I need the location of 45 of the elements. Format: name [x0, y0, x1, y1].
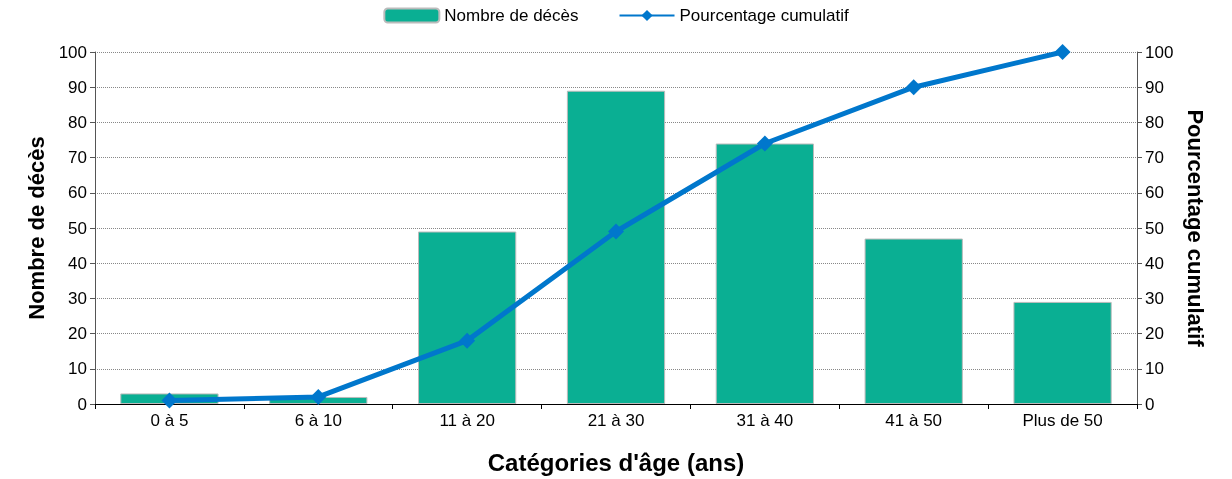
- point: [1054, 44, 1071, 60]
- y2-tick-label: 60: [1145, 183, 1164, 203]
- y2-tick-label: 10: [1145, 359, 1164, 379]
- x-axis-title: Catégories d'âge (ans): [487, 448, 745, 476]
- y-tick-label: 30: [68, 288, 87, 308]
- x-tick-label: 11 à 20: [439, 411, 495, 430]
- legend-label: Pourcentage cumulatif: [679, 6, 849, 25]
- x-tick-label: Plus de 50: [1022, 411, 1103, 430]
- point: [608, 223, 624, 240]
- y-tick-label: 10: [68, 359, 87, 379]
- bar: [715, 143, 814, 404]
- y-tick-label: 80: [68, 112, 87, 132]
- y-tick-label: 70: [68, 148, 87, 168]
- y-axis-title: Nombre de décès: [24, 136, 50, 320]
- x-tick-label: 41 à 50: [885, 411, 943, 430]
- x-tick-label: 21 à 30: [587, 411, 645, 430]
- y2-tick-label: 40: [1145, 253, 1164, 273]
- y2-tick-label: 100: [1145, 42, 1174, 62]
- y2-tick-label: 20: [1145, 324, 1164, 344]
- y-tick-label: 60: [68, 183, 87, 203]
- y-tick-label: 90: [68, 77, 87, 97]
- bar: [418, 231, 517, 404]
- legend-label: Nombre de décès: [444, 6, 579, 25]
- y2-axis-title: Pourcentage cumulatif: [1182, 109, 1208, 348]
- point: [310, 388, 327, 405]
- point: [756, 135, 773, 152]
- y2-tick-label: 0: [1145, 394, 1155, 414]
- y-tick-label: 50: [68, 218, 87, 238]
- y2-tick-label: 50: [1145, 218, 1164, 238]
- y-tick-label: 0: [77, 394, 87, 414]
- bar: [1013, 301, 1112, 404]
- y-tick-label: 20: [68, 324, 87, 344]
- x-tick-label: 0 à 5: [150, 411, 189, 430]
- x-tick-label: 31 à 40: [736, 411, 794, 430]
- point: [905, 79, 922, 96]
- point: [459, 332, 476, 349]
- bar: [864, 238, 963, 404]
- y-tick-label: 40: [68, 253, 87, 273]
- y-tick-label: 100: [58, 42, 87, 62]
- y2-tick-label: 70: [1145, 148, 1164, 168]
- y2-tick-label: 80: [1145, 112, 1164, 132]
- x-tick-label: 6 à 10: [294, 411, 342, 430]
- bar: [566, 90, 666, 404]
- y2-tick-label: 90: [1145, 77, 1164, 97]
- y2-tick-label: 30: [1145, 288, 1164, 308]
